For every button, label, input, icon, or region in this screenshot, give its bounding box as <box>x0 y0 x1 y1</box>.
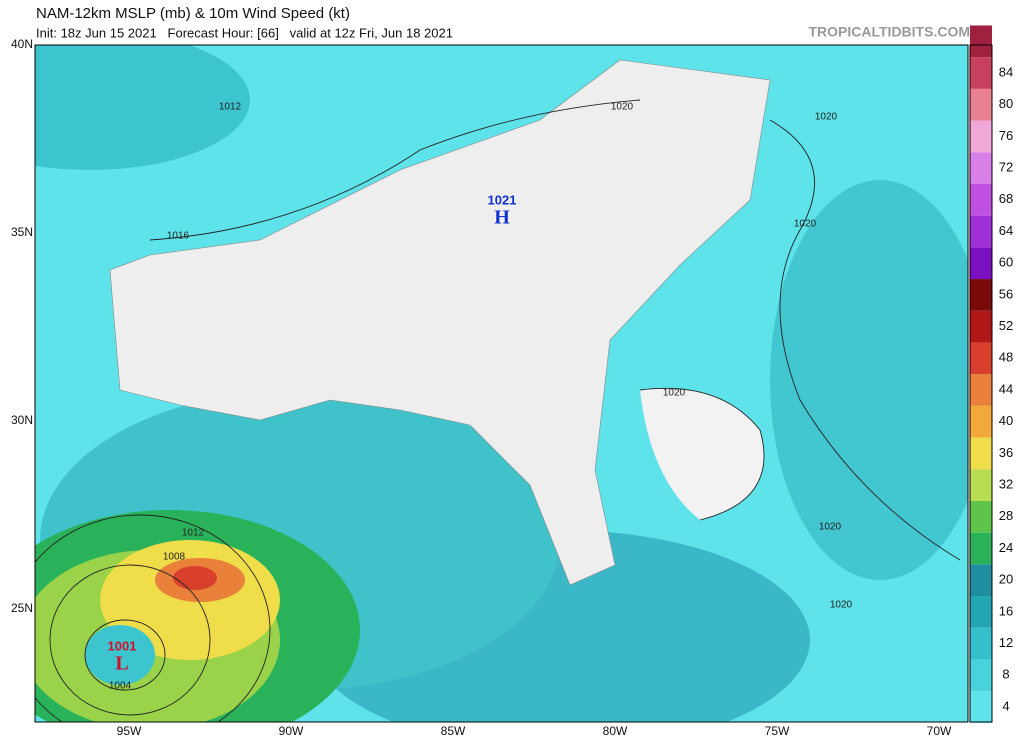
colorbar-band <box>970 88 992 121</box>
pressure-center-value: 1001 <box>108 638 137 653</box>
colorbar-band <box>970 57 992 89</box>
isobar-label: 1020 <box>794 219 817 230</box>
colorbar-label: 52 <box>999 318 1013 333</box>
colorbar-label: 20 <box>999 572 1013 587</box>
colorbar-label: 24 <box>999 540 1013 555</box>
isobar-label: 1020 <box>663 388 686 399</box>
isobar-label: 1020 <box>611 102 634 113</box>
colorbar-band <box>970 310 992 343</box>
colorbar-label: 76 <box>999 128 1013 143</box>
colorbar-band <box>970 532 992 565</box>
colorbar-band <box>970 659 992 692</box>
isobar-label: 1012 <box>219 102 242 113</box>
pressure-center-value: 1021 <box>488 192 517 207</box>
title: NAM-12km MSLP (mb) & 10m Wind Speed (kt) <box>36 5 350 22</box>
colorbar-band <box>970 120 992 153</box>
lon-label: 95W <box>117 724 142 738</box>
colorbar-band <box>970 342 992 375</box>
colorbar-band <box>970 596 992 628</box>
lat-label: 25N <box>11 601 33 615</box>
isobar-label: 1008 <box>163 552 186 563</box>
colorbar-label: 4 <box>1002 698 1009 713</box>
lat-label: 40N <box>11 37 33 51</box>
isobar-label: 1020 <box>830 600 853 611</box>
colorbar-label: 12 <box>999 635 1013 650</box>
colorbar-band <box>970 247 992 280</box>
lon-label: 85W <box>441 724 466 738</box>
colorbar-label: 68 <box>999 191 1013 206</box>
lat-label: 35N <box>11 225 33 239</box>
colorbar-label: 36 <box>999 445 1013 460</box>
subtitle: Init: 18z Jun 15 2021 Forecast Hour: [66… <box>36 25 453 40</box>
colorbar-label: 28 <box>999 508 1013 523</box>
colorbar-band <box>970 25 992 58</box>
lon-label: 75W <box>765 724 790 738</box>
lon-label: 80W <box>603 724 628 738</box>
map <box>34 44 969 723</box>
colorbar-label: 60 <box>999 255 1013 270</box>
colorbar-band <box>970 405 992 438</box>
colorbar-label: 8 <box>1002 667 1009 682</box>
colorbar-band <box>970 469 992 501</box>
colorbar-band <box>970 374 992 406</box>
lon-label: 90W <box>279 724 304 738</box>
colorbar-frame <box>969 44 993 723</box>
colorbar-label: 48 <box>999 350 1013 365</box>
colorbar-label: 64 <box>999 223 1013 238</box>
isobar-label: 1020 <box>815 112 838 123</box>
colorbar-band <box>970 691 992 723</box>
colorbar-band <box>970 152 992 184</box>
source: TROPICALTIDBITS.COM <box>808 24 970 40</box>
colorbar-label: 84 <box>999 64 1013 79</box>
pressure-center-symbol: H <box>494 207 510 229</box>
colorbar-band <box>970 437 992 470</box>
pressure-center-symbol: L <box>115 653 128 675</box>
isobar-label: 1004 <box>109 681 132 692</box>
isobar-label: 1016 <box>167 231 190 242</box>
colorbar-label: 80 <box>999 96 1013 111</box>
colorbar-label: 40 <box>999 413 1013 428</box>
colorbar-band <box>970 279 992 311</box>
colorbar-band <box>970 564 992 597</box>
colorbar-band <box>970 183 992 216</box>
colorbar-band <box>970 627 992 660</box>
colorbar-label: 16 <box>999 603 1013 618</box>
colorbar-band <box>970 215 992 248</box>
isobar-label: 1012 <box>182 528 205 539</box>
colorbar-label: 32 <box>999 477 1013 492</box>
lat-label: 30N <box>11 413 33 427</box>
lon-label: 70W <box>927 724 952 738</box>
colorbar-label: 44 <box>999 381 1013 396</box>
colorbar-label: 56 <box>999 286 1013 301</box>
colorbar-label: 72 <box>999 160 1013 175</box>
colorbar-band <box>970 500 992 533</box>
isobar-label: 1020 <box>819 522 842 533</box>
